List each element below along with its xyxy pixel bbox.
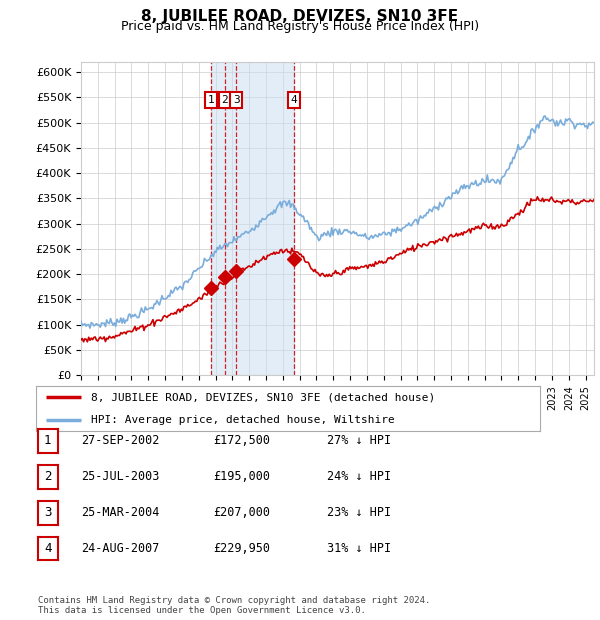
Text: Contains HM Land Registry data © Crown copyright and database right 2024.
This d: Contains HM Land Registry data © Crown c… bbox=[38, 596, 430, 615]
Text: 27-SEP-2002: 27-SEP-2002 bbox=[81, 434, 160, 446]
Text: 25-JUL-2003: 25-JUL-2003 bbox=[81, 470, 160, 482]
Text: 31% ↓ HPI: 31% ↓ HPI bbox=[327, 542, 391, 554]
Text: £229,950: £229,950 bbox=[213, 542, 270, 554]
Text: 3: 3 bbox=[44, 507, 52, 519]
Text: HPI: Average price, detached house, Wiltshire: HPI: Average price, detached house, Wilt… bbox=[91, 415, 395, 425]
Text: 3: 3 bbox=[233, 95, 239, 105]
Text: 2: 2 bbox=[221, 95, 229, 105]
Text: £207,000: £207,000 bbox=[213, 506, 270, 518]
Text: 27% ↓ HPI: 27% ↓ HPI bbox=[327, 434, 391, 446]
Text: £195,000: £195,000 bbox=[213, 470, 270, 482]
Text: 4: 4 bbox=[290, 95, 297, 105]
Text: 25-MAR-2004: 25-MAR-2004 bbox=[81, 506, 160, 518]
Text: Price paid vs. HM Land Registry's House Price Index (HPI): Price paid vs. HM Land Registry's House … bbox=[121, 20, 479, 33]
Text: 1: 1 bbox=[208, 95, 215, 105]
Text: 23% ↓ HPI: 23% ↓ HPI bbox=[327, 506, 391, 518]
Text: 8, JUBILEE ROAD, DEVIZES, SN10 3FE: 8, JUBILEE ROAD, DEVIZES, SN10 3FE bbox=[142, 9, 458, 24]
Text: 8, JUBILEE ROAD, DEVIZES, SN10 3FE (detached house): 8, JUBILEE ROAD, DEVIZES, SN10 3FE (deta… bbox=[91, 392, 436, 402]
Text: 1: 1 bbox=[44, 435, 52, 447]
Text: 24-AUG-2007: 24-AUG-2007 bbox=[81, 542, 160, 554]
Text: 2: 2 bbox=[44, 471, 52, 483]
Text: 4: 4 bbox=[44, 542, 52, 555]
Bar bbox=[211, 62, 294, 375]
Text: £172,500: £172,500 bbox=[213, 434, 270, 446]
Text: 24% ↓ HPI: 24% ↓ HPI bbox=[327, 470, 391, 482]
